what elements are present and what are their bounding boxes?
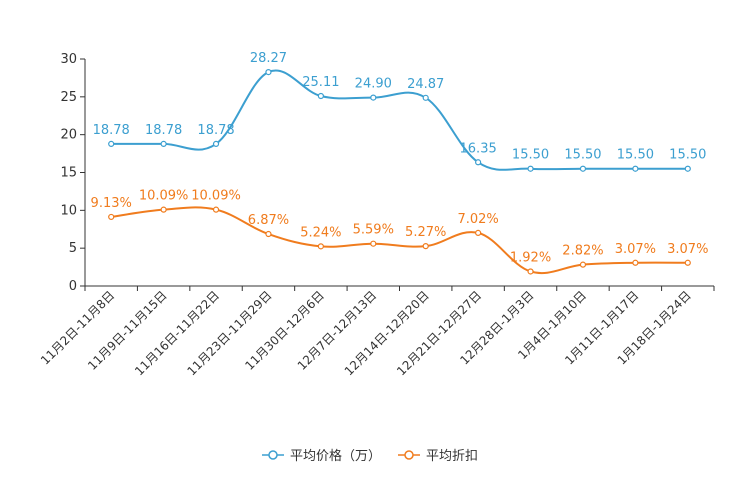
data-label: 15.50: [617, 148, 654, 163]
data-point: [632, 259, 639, 266]
data-label: 10.09%: [139, 189, 189, 204]
data-point: [317, 92, 324, 100]
data-label: 1.92%: [510, 250, 551, 265]
data-point: [579, 261, 587, 268]
data-label: 5.59%: [353, 223, 394, 238]
data-label: 5.24%: [300, 225, 341, 240]
data-label: 25.11: [302, 75, 339, 90]
y-tick-label: 5: [69, 241, 77, 256]
data-label: 9.13%: [91, 196, 132, 211]
legend-label: 平均价格（万）: [290, 448, 381, 464]
y-tick-label: 25: [60, 90, 77, 105]
data-label: 2.82%: [562, 244, 603, 259]
data-label: 15.50: [669, 148, 706, 163]
data-point: [475, 229, 482, 236]
data-point: [108, 140, 115, 147]
y-tick-label: 15: [60, 166, 77, 181]
data-point: [370, 240, 377, 247]
data-point: [212, 206, 220, 213]
data-point: [632, 165, 639, 172]
data-label: 18.78: [93, 123, 130, 138]
data-point: [265, 68, 272, 76]
data-point: [527, 268, 534, 275]
y-tick-label: 10: [60, 203, 77, 218]
data-point: [212, 140, 220, 147]
legend-marker-icon: [404, 450, 414, 460]
data-label: 28.27: [250, 51, 287, 66]
data-point: [684, 259, 691, 266]
legend-label: 平均折扣: [426, 449, 478, 464]
data-point: [684, 165, 691, 172]
data-label: 3.07%: [667, 242, 708, 257]
data-point: [475, 159, 482, 166]
data-label: 24.87: [407, 77, 444, 92]
data-label: 18.78: [197, 123, 234, 138]
y-tick-label: 20: [60, 128, 77, 143]
legend-marker-icon: [268, 450, 278, 460]
data-point: [317, 243, 324, 250]
data-point: [160, 206, 167, 213]
data-label: 10.09%: [191, 189, 241, 204]
data-point: [108, 213, 115, 221]
data-point: [579, 165, 587, 172]
y-tick-label: 0: [69, 279, 77, 294]
data-label: 24.90: [355, 77, 392, 92]
data-point: [422, 243, 429, 250]
data-point: [160, 140, 167, 147]
data-point: [370, 94, 377, 101]
data-label: 7.02%: [457, 212, 498, 227]
data-label: 15.50: [512, 148, 549, 163]
data-label: 5.27%: [405, 225, 446, 240]
data-label: 18.78: [145, 123, 182, 138]
data-point: [265, 230, 272, 238]
data-label: 3.07%: [615, 242, 656, 257]
data-label: 6.87%: [248, 213, 289, 228]
series-line-1: [111, 206, 688, 275]
y-tick-label: 30: [60, 52, 77, 67]
data-label: 15.50: [564, 148, 601, 163]
data-point: [422, 94, 429, 101]
data-label: 16.35: [460, 141, 497, 156]
data-point: [527, 165, 534, 172]
